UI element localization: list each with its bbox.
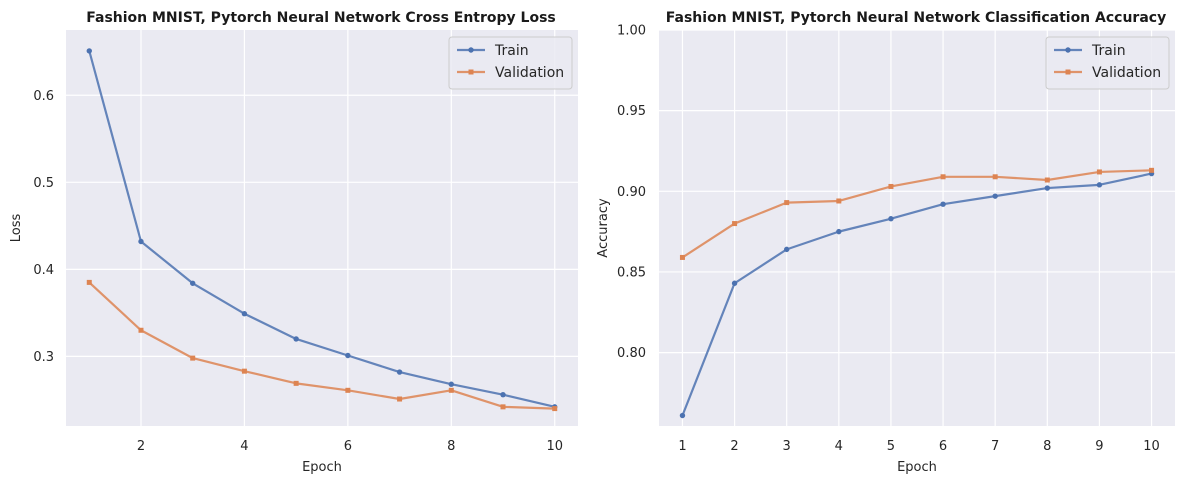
- plot-area: [659, 30, 1175, 426]
- chart-title: Fashion MNIST, Pytorch Neural Network Cl…: [666, 10, 1166, 26]
- x-tick-label: 4: [240, 439, 248, 454]
- chart-title: Fashion MNIST, Pytorch Neural Network Cr…: [86, 10, 556, 26]
- series-line-validation: [88, 281, 555, 410]
- accuracy-chart: 1 2 3 4 5 6 7 8 9 10 0.80 0.85 0.90 0.95 1.00 Fashion M…: [596, 10, 1175, 475]
- x-tick-label: 6: [344, 439, 352, 454]
- legend-marker-train: [1065, 47, 1071, 53]
- y-tick-label: 0.5: [33, 176, 54, 191]
- x-tick-label: 9: [1095, 439, 1103, 454]
- x-tick-label: 10: [1143, 439, 1160, 454]
- legend-marker-validation: [1065, 69, 1071, 75]
- legend-label-train: Train: [1091, 43, 1126, 59]
- series-line-train: [681, 172, 1152, 416]
- legend-marker-validation: [468, 69, 474, 75]
- data-point-train: [500, 391, 506, 398]
- data-point-train: [836, 228, 842, 235]
- y-tick-label: 0.95: [617, 104, 646, 119]
- x-axis-label: Epoch: [302, 460, 342, 475]
- y-axis-label: Accuracy: [596, 198, 611, 258]
- data-point-train: [293, 336, 299, 342]
- y-tick-label: 0.80: [617, 346, 646, 361]
- series-line-train: [88, 50, 555, 408]
- y-tick-label: 0.90: [617, 185, 646, 200]
- plot-area: [66, 30, 578, 426]
- data-point-validation: [190, 355, 196, 361]
- x-tick-label: 5: [887, 439, 895, 454]
- data-point-validation: [241, 368, 247, 374]
- data-point-validation: [138, 327, 144, 333]
- data-point-validation: [500, 404, 506, 410]
- legend-label-train: Train: [494, 43, 529, 59]
- data-point-validation: [293, 380, 299, 386]
- data-point-train: [345, 352, 351, 359]
- data-point-validation: [732, 221, 738, 227]
- loss-chart: 2 4 6 8 10 0.3 0.4 0.5 0.6 Fashion MNIST, Pytorch…: [9, 10, 578, 475]
- y-tick-label: 0.4: [33, 263, 54, 278]
- data-point-validation: [86, 279, 92, 285]
- data-point-train: [940, 201, 946, 207]
- data-point-train: [992, 193, 998, 199]
- data-point-train: [396, 369, 403, 375]
- data-point-train: [783, 246, 790, 253]
- data-point-train: [138, 238, 144, 245]
- data-point-train: [190, 280, 196, 286]
- y-tick-label: 1.00: [617, 24, 646, 39]
- data-point-train: [679, 412, 686, 419]
- legend-label-validation: Validation: [495, 65, 564, 81]
- x-tick-label: 8: [1043, 439, 1051, 454]
- x-axis-label: Epoch: [897, 460, 937, 475]
- x-tick-label: 10: [546, 439, 563, 454]
- data-point-validation: [345, 387, 351, 393]
- data-point-train: [1096, 182, 1103, 188]
- data-point-train: [731, 280, 738, 286]
- y-tick-label: 0.85: [617, 265, 646, 280]
- data-point-validation: [784, 200, 790, 206]
- x-tick-label: 1: [678, 439, 686, 454]
- data-point-validation: [940, 174, 946, 180]
- data-point-validation: [992, 174, 998, 180]
- x-tick-label: 3: [783, 439, 791, 454]
- data-point-validation: [1044, 177, 1050, 183]
- x-tick-label: 2: [730, 439, 738, 454]
- data-point-train: [241, 311, 248, 317]
- data-point-train: [888, 216, 894, 222]
- data-point-validation: [679, 254, 685, 260]
- data-point-train: [86, 48, 92, 54]
- x-tick-label: 8: [447, 439, 455, 454]
- data-point-validation: [836, 198, 842, 204]
- y-tick-label: 0.6: [33, 89, 54, 104]
- series-line-validation: [681, 169, 1152, 259]
- data-point-validation: [397, 396, 403, 402]
- x-tick-label: 4: [835, 439, 843, 454]
- data-point-validation: [1149, 167, 1155, 173]
- data-point-train: [1044, 185, 1051, 191]
- legend-marker-train: [468, 47, 474, 53]
- legend-label-validation: Validation: [1092, 65, 1161, 81]
- data-point-train: [448, 381, 454, 387]
- y-tick-label: 0.3: [33, 350, 54, 365]
- legend: Train Validation: [448, 36, 573, 90]
- x-tick-label: 7: [991, 439, 999, 454]
- y-axis-label: Loss: [9, 214, 24, 243]
- legend: Train Validation: [1045, 36, 1170, 90]
- data-point-validation: [1096, 169, 1102, 175]
- data-point-validation: [552, 406, 558, 412]
- data-point-validation: [888, 183, 894, 189]
- x-tick-label: 6: [939, 439, 947, 454]
- x-tick-label: 2: [137, 439, 145, 454]
- data-point-validation: [448, 387, 454, 393]
